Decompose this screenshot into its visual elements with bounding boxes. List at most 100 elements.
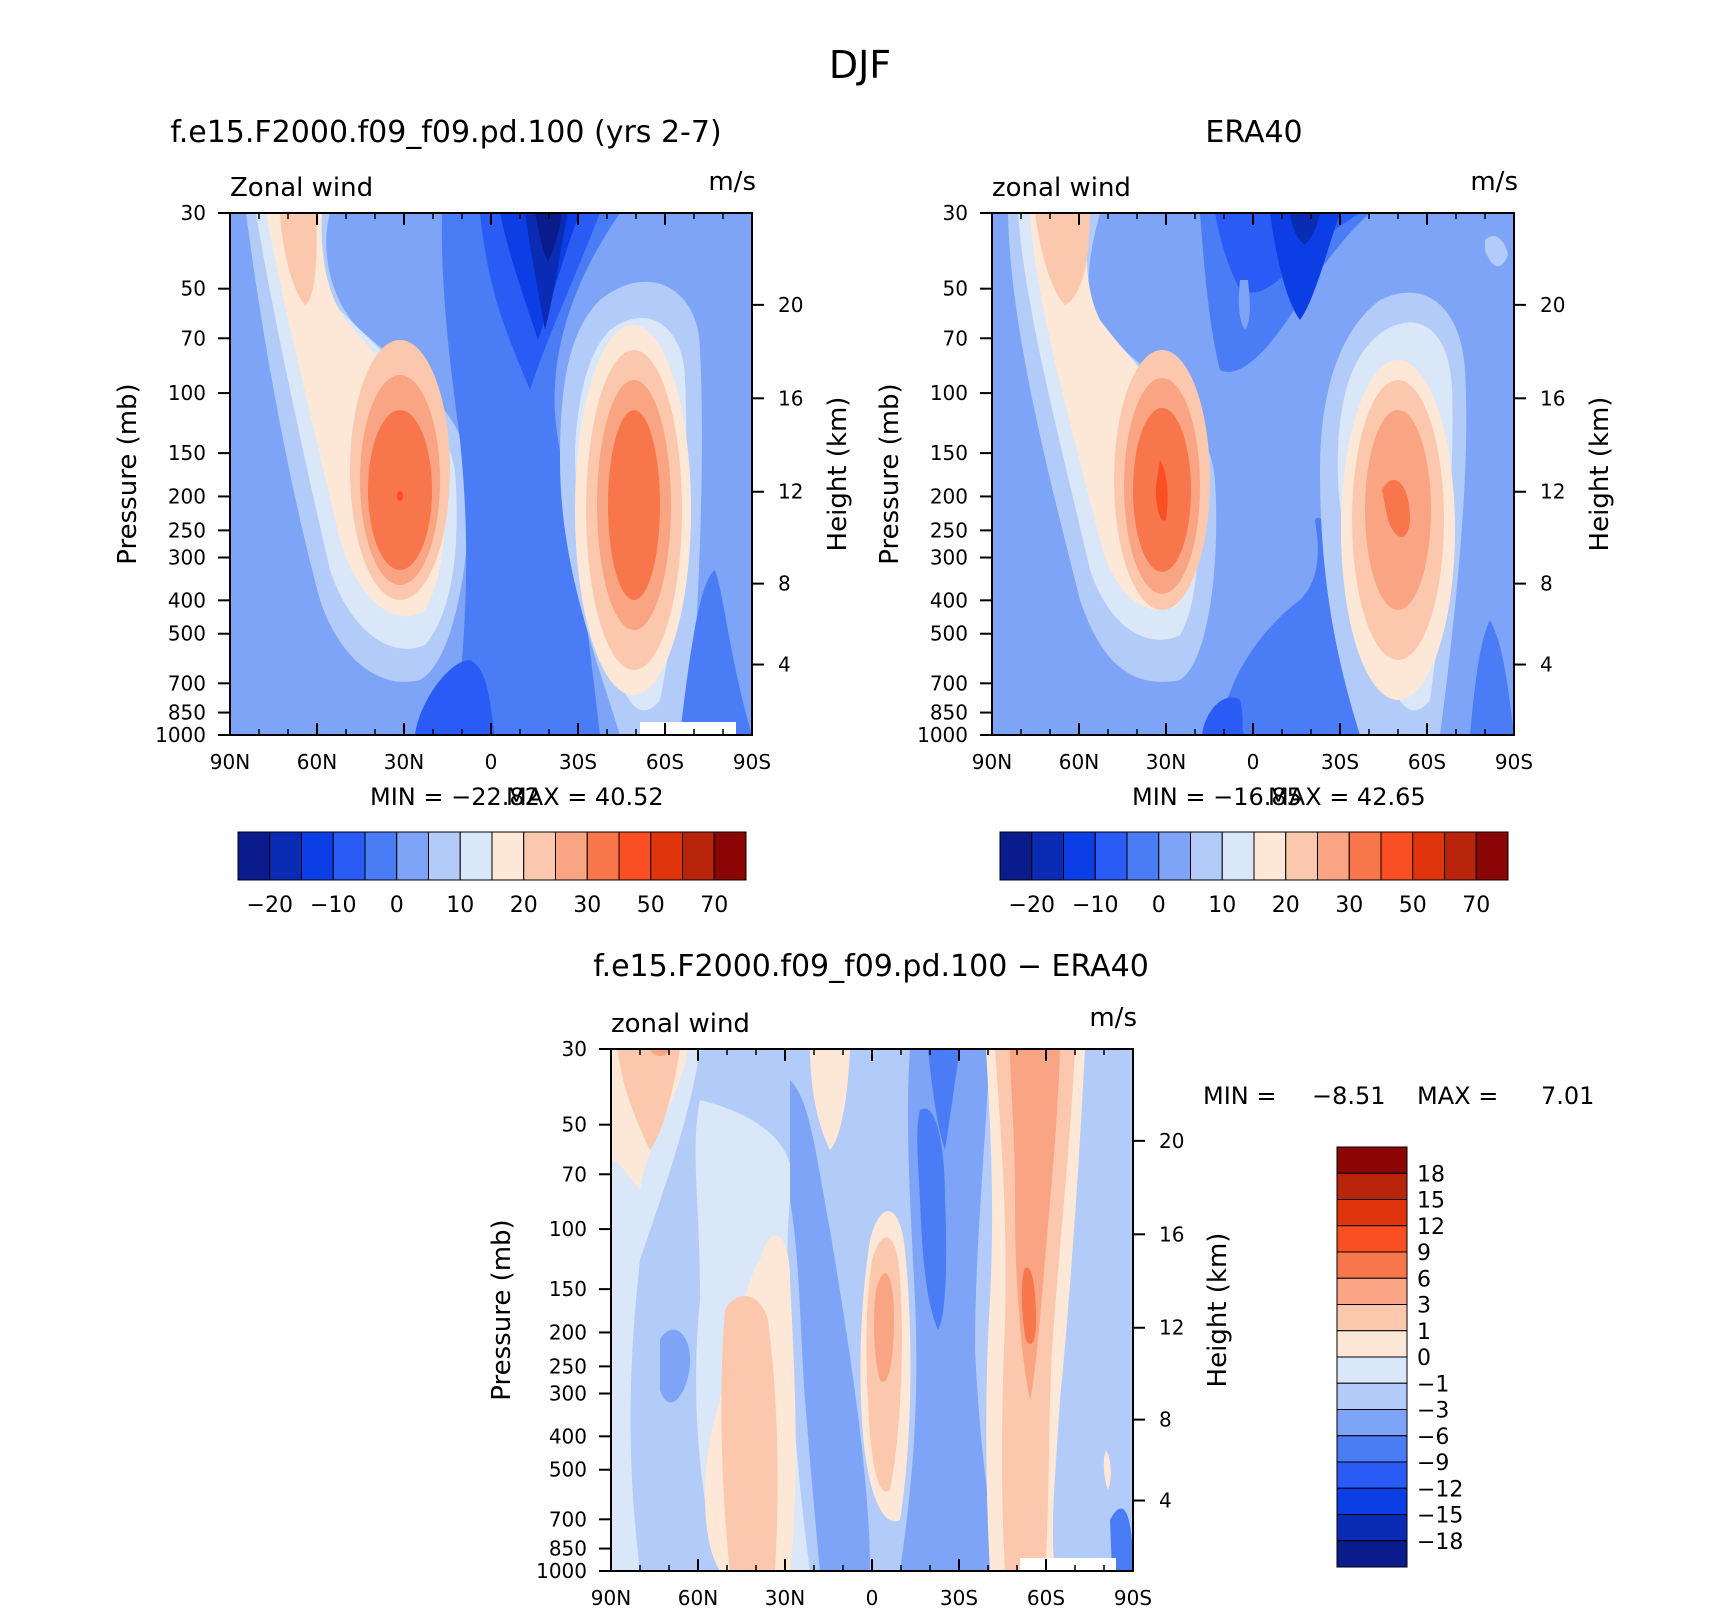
colorbar-swatch <box>1336 1487 1408 1515</box>
y-tick-label: 1000 <box>155 723 206 747</box>
panel-3-ylabel-right: Height (km) <box>1203 1233 1233 1388</box>
colorbar-swatch <box>1380 831 1414 881</box>
colorbar-tick-label: 20 <box>1272 893 1300 918</box>
panel-2-polar-easterlies <box>1470 620 1514 735</box>
panel-3-min-value: −8.51 <box>1312 1082 1386 1110</box>
colorbar-swatch <box>682 831 715 881</box>
colorbar-swatch <box>1031 831 1064 881</box>
colorbar-tick-label: −1 <box>1417 1372 1449 1397</box>
x-tick-label: 90S <box>1495 750 1533 774</box>
y-tick-label: 1000 <box>536 1559 587 1583</box>
y-tick-label: 50 <box>181 277 206 301</box>
panel-1-sh-jet-contour-4 <box>608 410 660 600</box>
panel-3-tropical-positive-top-outer <box>810 1049 850 1150</box>
colorbar-tick-label: −6 <box>1417 1425 1449 1450</box>
y-tick-label: 250 <box>168 518 206 542</box>
y2-tick-label: 16 <box>778 386 803 410</box>
colorbar-swatch <box>1412 831 1445 881</box>
colorbar-swatch <box>1336 1382 1408 1410</box>
colorbar-swatch <box>1158 831 1191 881</box>
panel-2-lower-easterlies <box>1220 517 1360 735</box>
x-tick-label: 30N <box>384 750 424 774</box>
colorbar-swatch <box>1336 1435 1408 1463</box>
panel-1-ylabel: Pressure (mb) <box>113 383 143 564</box>
panel-3-nh-polar-positive-2 <box>618 1049 680 1150</box>
y-tick-label: 500 <box>930 622 968 646</box>
colorbar-tick-label: −15 <box>1417 1504 1463 1529</box>
colorbar-tick-label: −3 <box>1417 1399 1449 1424</box>
panel-3-sh-subtropical-negative-3 <box>928 1049 960 1150</box>
panel-3-contour-field <box>611 1049 1133 1571</box>
y-tick-label: 200 <box>930 484 968 508</box>
y-tick-label: 100 <box>549 1217 587 1241</box>
y2-tick-label: 12 <box>1159 1316 1184 1340</box>
panel-3-units-label: m/s <box>1089 1003 1137 1033</box>
y2-tick-label: 12 <box>1540 480 1565 504</box>
colorbar-swatch <box>1444 831 1477 881</box>
y-tick-label: 1000 <box>917 723 968 747</box>
y2-tick-label: 8 <box>1540 572 1553 596</box>
colorbar-swatch <box>301 831 334 881</box>
colorbar-tick-label: 0 <box>1152 893 1166 918</box>
colorbar-swatch <box>1336 1225 1408 1253</box>
panel-1-nh-polar-positive <box>280 213 317 305</box>
y2-tick-label: 4 <box>1159 1489 1172 1513</box>
x-tick-label: 90N <box>972 750 1012 774</box>
colorbar-swatch <box>491 831 525 881</box>
colorbar-swatch <box>1336 1146 1408 1174</box>
y-tick-label: 150 <box>930 441 968 465</box>
panel-1-contour-field <box>230 213 752 735</box>
colorbar-tick-label: −9 <box>1417 1451 1449 1476</box>
panel-3-title: f.e15.F2000.f09_f09.pd.100 − ERA40 <box>593 949 1149 984</box>
colorbar-swatch <box>1285 831 1318 881</box>
x-tick-label: 30N <box>1146 750 1186 774</box>
panel-2-max-label: MAX = 42.65 <box>1268 783 1426 811</box>
colorbar-swatch <box>1336 1461 1408 1489</box>
panel-3-polar-positive-spot <box>1103 1450 1111 1490</box>
panel-1-tropical-band-4 <box>525 213 568 330</box>
y-tick-label: 150 <box>549 1277 587 1301</box>
colorbar-swatch <box>269 831 302 881</box>
colorbar-tick-label: −10 <box>1072 893 1118 918</box>
panel-3-missing-data-mask <box>1020 1558 1116 1571</box>
panel-3-equatorial-positive-3 <box>873 1273 894 1382</box>
y-tick-label: 850 <box>930 701 968 725</box>
x-tick-label: 60S <box>646 750 684 774</box>
panel-1-nh-jet-contour-3 <box>368 410 432 570</box>
panel-2-ylabel: Pressure (mb) <box>875 383 905 564</box>
panel-2-tropical-band-3 <box>1270 213 1340 320</box>
x-tick-label: 90S <box>733 750 771 774</box>
y2-tick-label: 20 <box>1540 293 1565 317</box>
colorbar-tick-label: 0 <box>390 893 404 918</box>
colorbar-swatch <box>459 831 493 881</box>
y-tick-label: 700 <box>930 671 968 695</box>
y2-tick-label: 8 <box>1159 1408 1172 1432</box>
panel-1-ylabel-right: Height (km) <box>823 397 853 552</box>
colorbar-tick-label: 15 <box>1417 1189 1445 1214</box>
panel-2-variable-label: zonal wind <box>992 173 1131 203</box>
panel-2-sh-jet-contour-4 <box>1382 480 1410 537</box>
colorbar-swatch <box>1336 1304 1408 1332</box>
y-tick-label: 250 <box>549 1354 587 1378</box>
colorbar-tick-label: 12 <box>1417 1215 1445 1240</box>
colorbar-swatch <box>1336 1199 1408 1227</box>
colorbar-tick-label: 10 <box>1208 893 1236 918</box>
y2-tick-label: 16 <box>1159 1222 1184 1246</box>
colorbar-swatch <box>364 831 398 881</box>
y-tick-label: 50 <box>943 277 968 301</box>
x-tick-label: 90S <box>1114 1586 1152 1610</box>
colorbar-swatch <box>1348 831 1382 881</box>
y-tick-label: 30 <box>562 1037 587 1061</box>
panel-1-surface-easterlies <box>415 660 495 735</box>
colorbar-swatch <box>999 831 1033 881</box>
x-tick-label: 60N <box>678 1586 718 1610</box>
x-tick-label: 90N <box>591 1586 631 1610</box>
panel-1-tropical-band-5 <box>535 213 562 262</box>
panel-2-surface-easterlies <box>1202 697 1245 735</box>
y2-tick-label: 20 <box>778 293 803 317</box>
colorbar-tick-label: 50 <box>637 893 665 918</box>
x-tick-label: 60S <box>1408 750 1446 774</box>
y-tick-label: 200 <box>549 1320 587 1344</box>
colorbar-tick-label: 18 <box>1417 1162 1445 1187</box>
y-tick-label: 500 <box>168 622 206 646</box>
